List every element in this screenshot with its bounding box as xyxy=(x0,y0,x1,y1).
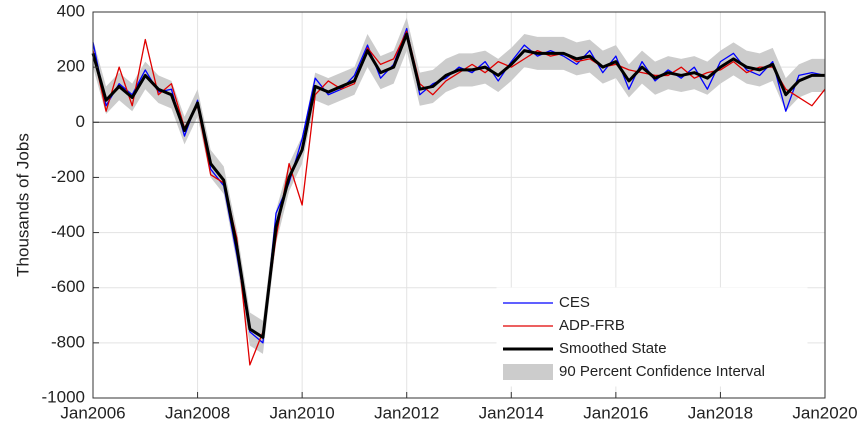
y-tick-label: 400 xyxy=(57,1,85,20)
plot-frame xyxy=(92,11,826,399)
legend-label: Smoothed State xyxy=(559,340,667,357)
confidence-band xyxy=(93,17,825,354)
x-tick-label: Jan2012 xyxy=(374,403,439,422)
x-tick-label: Jan2006 xyxy=(60,403,125,422)
x-tick-label: Jan2020 xyxy=(792,403,857,422)
series-line xyxy=(92,27,826,344)
x-tick-label: Jan2014 xyxy=(479,403,544,422)
series-line xyxy=(91,32,825,339)
legend: CES ADP-FRB Smoothed State 90 Percent Confi… xyxy=(496,287,808,387)
y-tick-label: -400 xyxy=(51,222,85,241)
x-tick-label: Jan2008 xyxy=(165,403,230,422)
legend-label: CES xyxy=(559,294,590,311)
legend-label: ADP-FRB xyxy=(559,317,625,334)
x-tick-label: Jan2018 xyxy=(688,403,753,422)
y-tick-label: -200 xyxy=(51,167,85,186)
y-tick-label: -1000 xyxy=(42,387,85,406)
y-axis-label: Thousands of Jobs xyxy=(13,133,32,277)
series-line xyxy=(92,30,826,366)
y-tick-label: -600 xyxy=(51,277,85,296)
y-tick-label: -800 xyxy=(51,332,85,351)
x-tick-label: Jan2010 xyxy=(270,403,335,422)
y-tick-label: 0 xyxy=(76,112,85,131)
legend-swatch xyxy=(503,364,553,380)
x-tick-label: Jan2016 xyxy=(583,403,648,422)
legend-label: 90 Percent Confidence Interval xyxy=(559,363,765,380)
y-tick-label: 200 xyxy=(57,57,85,76)
